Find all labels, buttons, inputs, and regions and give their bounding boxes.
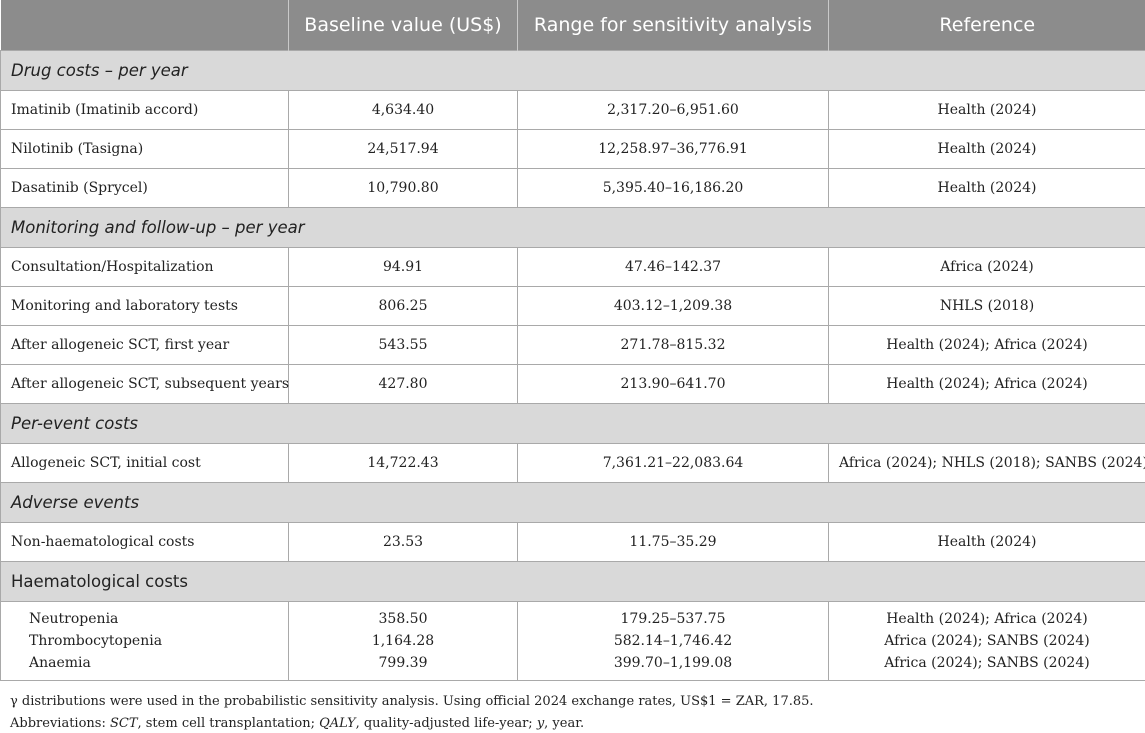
row-item: Consultation/Hospitalization [0,247,289,287]
row-reference: Health (2024); Africa (2024) [828,325,1145,365]
row-items: Neutropenia Thrombocytopenia Anaemia [0,601,289,681]
section-title: Drug costs – per year [0,50,1145,91]
row-item: Thrombocytopenia [29,633,163,649]
row-range: 11.75–35.29 [517,522,829,562]
row-reference: Africa (2024) [828,247,1145,287]
row-baseline: 23.53 [288,522,518,562]
table-row: Non-haematological costs 23.53 11.75–35.… [0,522,1145,562]
row-range: 213.90–641.70 [517,364,829,404]
table-row: After allogeneic SCT, subsequent years 4… [0,364,1145,404]
footnote-abbreviations: Abbreviations: SCT, stem cell transplant… [10,716,585,731]
row-item: Monitoring and laboratory tests [0,286,289,326]
row-range: 582.14–1,746.42 [613,633,733,649]
row-range: 179.25–537.75 [620,611,726,627]
row-reference: Africa (2024); SANBS (2024) [884,655,1090,671]
section-header-haematological: Haematological costs [0,561,1145,602]
row-reference: Health (2024) [828,522,1145,562]
table-row: Dasatinib (Sprycel) 10,790.80 5,395.40–1… [0,168,1145,208]
row-range: 399.70–1,199.08 [613,655,733,671]
row-item: After allogeneic SCT, first year [0,325,289,365]
row-baseline: 10,790.80 [288,168,518,208]
row-reference: Health (2024); Africa (2024) [828,364,1145,404]
header-item [0,0,289,51]
row-range: 5,395.40–16,186.20 [517,168,829,208]
row-item: Dasatinib (Sprycel) [0,168,289,208]
row-range: 12,258.97–36,776.91 [517,129,829,169]
row-references: Health (2024); Africa (2024) Africa (202… [828,601,1145,681]
section-title: Haematological costs [0,561,1145,602]
row-item: Neutropenia [29,611,119,627]
cost-table-container: Baseline value (US$) Range for sensitivi… [0,0,1145,681]
table-row: Allogeneic SCT, initial cost 14,722.43 7… [0,443,1145,483]
table-header-row: Baseline value (US$) Range for sensitivi… [0,0,1145,51]
row-baseline: 24,517.94 [288,129,518,169]
section-header-adverse-events: Adverse events [0,482,1145,523]
row-item: Anaemia [29,655,91,671]
table-row: Consultation/Hospitalization 94.91 47.46… [0,247,1145,287]
row-baselines: 358.50 1,164.28 799.39 [288,601,518,681]
table-body: Drug costs – per year Imatinib (Imatinib… [0,50,1145,681]
row-item: Non-haematological costs [0,522,289,562]
header-baseline: Baseline value (US$) [288,0,518,51]
section-title: Adverse events [0,482,1145,523]
header-range: Range for sensitivity analysis [517,0,829,51]
table-row: Monitoring and laboratory tests 806.25 4… [0,286,1145,326]
footnote-distributions: γ distributions were used in the probabi… [10,694,814,709]
row-reference: NHLS (2018) [828,286,1145,326]
row-baseline: 1,164.28 [371,633,435,649]
table-row-haematological: Neutropenia Thrombocytopenia Anaemia 358… [0,601,1145,681]
row-baseline: 4,634.40 [288,90,518,130]
row-baseline: 94.91 [288,247,518,287]
row-baseline: 799.39 [378,655,428,671]
row-range: 47.46–142.37 [517,247,829,287]
row-baseline: 14,722.43 [288,443,518,483]
row-item: Imatinib (Imatinib accord) [0,90,289,130]
row-reference: Health (2024) [828,90,1145,130]
row-reference: Africa (2024); SANBS (2024) [884,633,1090,649]
row-range: 403.12–1,209.38 [517,286,829,326]
row-ranges: 179.25–537.75 582.14–1,746.42 399.70–1,1… [517,601,829,681]
section-header-monitoring: Monitoring and follow-up – per year [0,207,1145,248]
section-header-drug-costs: Drug costs – per year [0,50,1145,91]
row-range: 2,317.20–6,951.60 [517,90,829,130]
row-item: Nilotinib (Tasigna) [0,129,289,169]
row-reference: Health (2024) [828,168,1145,208]
row-reference: Health (2024) [828,129,1145,169]
row-item: Allogeneic SCT, initial cost [0,443,289,483]
row-reference: Africa (2024); NHLS (2018); SANBS (2024) [828,443,1145,483]
row-baseline: 427.80 [288,364,518,404]
row-item: After allogeneic SCT, subsequent years [0,364,289,404]
row-baseline: 543.55 [288,325,518,365]
row-range: 271.78–815.32 [517,325,829,365]
row-reference: Health (2024); Africa (2024) [886,611,1088,627]
row-baseline: 806.25 [288,286,518,326]
section-title: Per-event costs [0,403,1145,444]
table-row: Nilotinib (Tasigna) 24,517.94 12,258.97–… [0,129,1145,169]
section-header-per-event: Per-event costs [0,403,1145,444]
table-row: After allogeneic SCT, first year 543.55 … [0,325,1145,365]
section-title: Monitoring and follow-up – per year [0,207,1145,248]
header-reference: Reference [828,0,1145,51]
row-range: 7,361.21–22,083.64 [517,443,829,483]
row-baseline: 358.50 [378,611,428,627]
cost-parameters-table: Baseline value (US$) Range for sensitivi… [0,0,1145,681]
table-row: Imatinib (Imatinib accord) 4,634.40 2,31… [0,90,1145,130]
